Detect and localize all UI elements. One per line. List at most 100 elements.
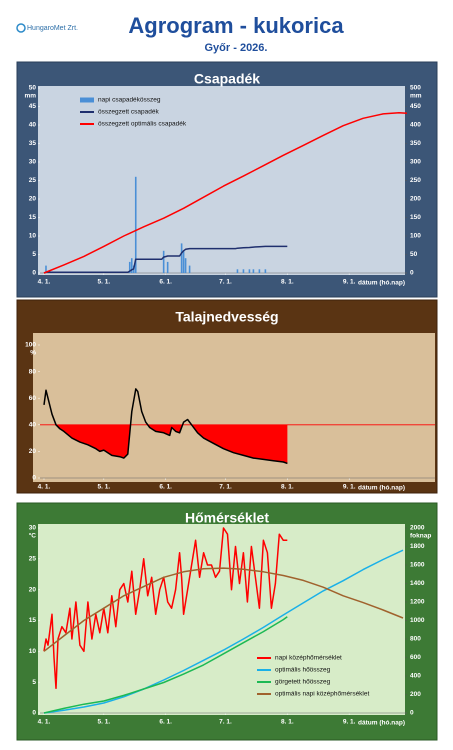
bar: [264, 269, 267, 273]
y2-tick-label: 1000: [410, 617, 425, 624]
y2-tick-label: 250: [410, 177, 421, 184]
y-tick-label: 25: [29, 177, 37, 184]
y2-tick-label: 400: [410, 673, 421, 680]
bar: [248, 269, 251, 273]
y2-tick-label: 0: [410, 710, 414, 717]
y-tick-label: 10: [29, 233, 37, 240]
bar: [166, 261, 169, 273]
bar: [182, 250, 185, 273]
y-tick-label: 50: [29, 85, 37, 92]
x-tick-label: 7. 1.: [219, 719, 232, 726]
line: [43, 616, 288, 714]
chart-title: Talajnedvesség: [175, 309, 278, 325]
y-tick-label: 100: [25, 342, 36, 349]
bar: [128, 261, 131, 273]
y-tick-label: 40: [29, 422, 37, 429]
y-tick-label: 15: [29, 617, 37, 624]
bar: [134, 176, 137, 273]
x-tick-label: 8. 1.: [281, 279, 294, 286]
y-axis-label: mm: [24, 93, 36, 100]
y2-tick-label: 800: [410, 636, 421, 643]
y-tick-label: 45: [29, 103, 37, 110]
plot-area: [38, 86, 405, 275]
legend-label: görgetett hőösszeg: [275, 679, 331, 686]
y2-tick-label: 150: [410, 214, 421, 221]
bar: [252, 269, 255, 273]
y2-tick-label: 600: [410, 654, 421, 661]
x-tick-label: 4. 1.: [38, 279, 51, 286]
y2-tick-label: 300: [410, 159, 421, 166]
x-tick-label: 9. 1.: [343, 484, 356, 491]
y-tick-label: 30: [29, 159, 37, 166]
y-tick-label: 80: [29, 368, 37, 375]
line: [43, 549, 404, 714]
y-tick-label: 40: [29, 122, 37, 129]
legend-label: összegzett csapadék: [98, 109, 159, 116]
logo-text: HungaroMet Zrt.: [27, 25, 78, 32]
plot-area: [33, 333, 435, 482]
bar: [258, 269, 261, 273]
y2-tick-label: 450: [410, 103, 421, 110]
bar: [236, 269, 239, 273]
line: [43, 388, 288, 465]
x-tick-label: 6. 1.: [159, 484, 172, 491]
y2-tick-label: 200: [410, 691, 421, 698]
y-tick-label: 20: [29, 586, 37, 593]
x-tick-label: 8. 1.: [281, 719, 294, 726]
x-tick-label: 7. 1.: [219, 279, 232, 286]
logo-icon: [16, 23, 26, 33]
y2-tick-label: 350: [410, 140, 421, 147]
x-tick-label: 6. 1.: [159, 279, 172, 286]
x-axis-label: dátum (hó.nap): [358, 280, 405, 287]
y-axis-label: °C: [29, 532, 37, 540]
legend-label: optimális napi középhőmérséklet: [275, 691, 369, 698]
y2-tick-label: 1400: [410, 580, 425, 587]
legend-label: napi középhőmérséklet: [275, 655, 342, 662]
bar: [180, 243, 183, 273]
x-tick-label: 8. 1.: [281, 484, 294, 491]
y-tick-label: 60: [29, 395, 37, 402]
page-subtitle: Győr - 2026.: [205, 42, 268, 54]
y2-tick-label: 500: [410, 85, 421, 92]
x-tick-label: 4. 1.: [38, 719, 51, 726]
y-tick-label: 5: [32, 679, 36, 686]
logo: HungaroMet Zrt.: [16, 23, 78, 33]
y-tick-label: 5: [32, 251, 36, 258]
x-tick-label: 7. 1.: [219, 484, 232, 491]
y2-tick-label: 200: [410, 196, 421, 203]
x-tick-label: 9. 1.: [343, 719, 356, 726]
x-tick-label: 9. 1.: [343, 279, 356, 286]
chart-title: Hőmérséklet: [185, 510, 269, 526]
x-tick-label: 5. 1.: [98, 484, 111, 491]
y2-tick-label: 100: [410, 233, 421, 240]
x-axis-label: dátum (hó.nap): [358, 485, 405, 492]
legend-label: optimális hőösszeg: [275, 667, 331, 674]
line: [43, 245, 288, 274]
y-tick-label: 20: [29, 448, 37, 455]
y2-tick-label: 0: [410, 270, 414, 277]
x-tick-label: 5. 1.: [97, 719, 110, 726]
page-title: Agrogram - kukorica: [128, 13, 344, 38]
y-tick-label: 10: [29, 648, 37, 655]
bar: [188, 265, 191, 273]
bar: [184, 258, 187, 273]
chart-title: Csapadék: [194, 71, 260, 87]
y-tick-label: 15: [29, 214, 37, 221]
deficit-area: [43, 424, 288, 464]
y-tick-label: 0: [32, 475, 36, 482]
y2-tick-label: 1600: [410, 562, 425, 569]
y-tick-label: 0: [32, 270, 36, 277]
y2-tick-label: 1200: [410, 599, 425, 606]
y2-axis-label: mm: [410, 93, 422, 100]
line: [43, 112, 408, 274]
y-tick-label: 35: [29, 140, 37, 147]
x-axis-label: dátum (hó.nap): [358, 720, 405, 727]
bar: [162, 250, 165, 273]
y-tick-label: 20: [29, 196, 37, 203]
y-tick-label: 0: [32, 710, 36, 717]
y-tick-label: 25: [29, 556, 37, 563]
bar: [242, 269, 245, 273]
y2-tick-label: 400: [410, 122, 421, 129]
bar: [45, 265, 47, 273]
